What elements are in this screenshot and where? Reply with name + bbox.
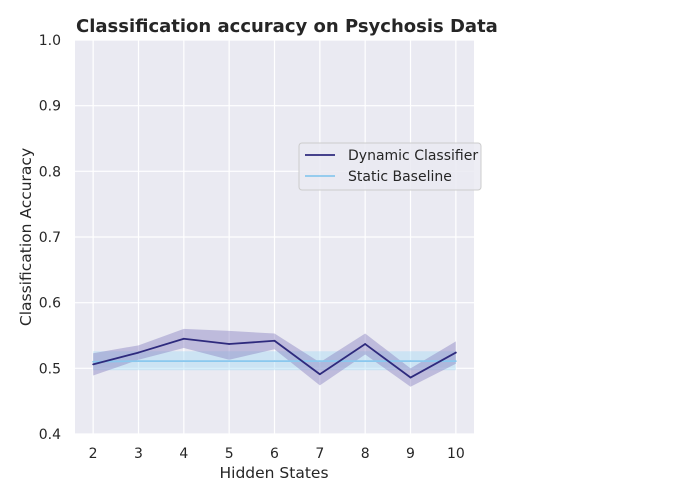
data-point [92,360,95,363]
x-tick-label: 5 [225,446,234,462]
legend: Dynamic Classifier Static Baseline [298,142,482,191]
data-point [92,363,95,366]
y-tick-label: 0.5 [39,361,61,377]
data-point [273,360,276,363]
data-point [228,343,231,345]
data-point [228,360,231,363]
data-point [454,360,457,363]
data-point [454,351,457,354]
gridlines [75,39,474,435]
x-tick-label: 9 [406,446,415,462]
legend-label: Static Baseline [348,169,452,185]
data-point [409,360,412,363]
x-tick-label: 7 [315,446,324,462]
data-point [364,360,367,363]
legend-label: Dynamic Classifier [348,148,478,164]
y-tick-label: 1.0 [39,33,61,49]
data-point [137,351,140,354]
y-tick-label: 0.4 [39,427,61,443]
x-tick-label: 6 [270,446,279,462]
data-point [409,376,412,379]
y-tick-label: 0.6 [39,296,61,312]
y-tick-labels: 0.4 0.5 0.6 0.7 0.8 0.9 1.0 [39,33,61,443]
y-tick-label: 0.8 [39,164,61,180]
data-point [364,343,367,345]
x-tick-label: 8 [361,446,370,462]
data-point [318,373,321,376]
x-tick-labels: 2 3 4 5 6 7 8 9 10 [89,446,465,462]
legend-box [298,142,482,191]
data-point [137,360,140,363]
x-tick-label: 10 [447,446,465,462]
series-lines [92,337,457,379]
x-tick-label: 4 [179,446,188,462]
y-tick-label: 0.9 [39,99,61,115]
x-axis-label: Hidden States [219,464,328,482]
chart-title: Classification accuracy on Psychosis Dat… [76,16,498,37]
y-tick-label: 0.7 [39,230,61,246]
x-tick-label: 2 [89,446,98,462]
data-point [182,337,185,340]
x-tick-label: 3 [134,446,143,462]
data-point [273,339,276,342]
y-axis-label: Classification Accuracy [17,148,35,326]
data-point [318,360,321,363]
data-point [182,360,185,363]
